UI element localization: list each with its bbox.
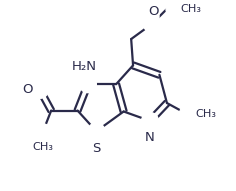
- Circle shape: [143, 15, 160, 32]
- Circle shape: [142, 112, 158, 129]
- Text: H₂N: H₂N: [72, 60, 97, 73]
- Text: CH₃: CH₃: [195, 109, 216, 119]
- Text: O: O: [22, 83, 32, 96]
- Circle shape: [80, 76, 96, 93]
- Text: S: S: [92, 142, 101, 155]
- Circle shape: [179, 106, 196, 123]
- Text: N: N: [145, 131, 155, 144]
- Circle shape: [31, 81, 48, 98]
- Circle shape: [88, 123, 105, 140]
- Circle shape: [34, 124, 51, 141]
- Text: O: O: [148, 5, 159, 18]
- Text: CH₃: CH₃: [32, 142, 53, 152]
- Circle shape: [166, 1, 183, 17]
- Text: CH₃: CH₃: [180, 4, 201, 14]
